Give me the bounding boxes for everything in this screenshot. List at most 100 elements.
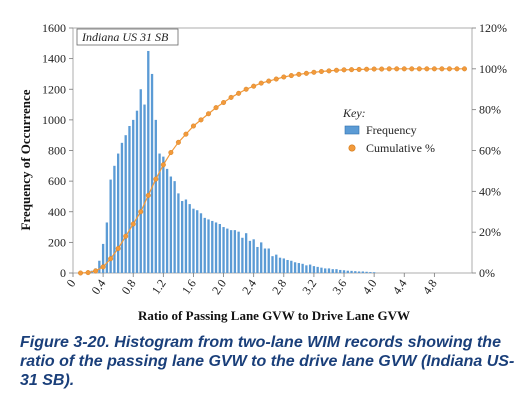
cumulative-point xyxy=(93,268,99,274)
y-tick-label: 800 xyxy=(48,144,66,158)
frequency-bar xyxy=(139,89,142,273)
figure-caption: Figure 3-20. Histogram from two-lane WIM… xyxy=(20,333,515,390)
cumulative-point xyxy=(108,256,114,262)
cumulative-point xyxy=(78,270,84,276)
frequency-bar xyxy=(196,210,199,273)
cumulative-point xyxy=(349,67,355,73)
cumulative-polyline xyxy=(80,68,465,274)
frequency-bar xyxy=(282,258,285,273)
cumulative-point xyxy=(341,67,347,73)
frequency-bar xyxy=(188,204,191,273)
legend-swatch-frequency xyxy=(344,125,360,135)
x-tick-label: 2.8 xyxy=(269,277,289,297)
legend-label-cumulative: Cumulative % xyxy=(366,141,435,155)
y-tick-label: 1600 xyxy=(42,21,66,35)
cumulative-point xyxy=(168,150,174,156)
frequency-bar xyxy=(275,254,278,274)
cumulative-point xyxy=(85,270,91,276)
cumulative-point xyxy=(424,66,430,72)
frequency-bar xyxy=(226,228,229,273)
y2-tick-label: 40% xyxy=(479,184,501,198)
frequency-bar xyxy=(241,237,244,273)
frequency-bar xyxy=(286,259,289,273)
frequency-bar xyxy=(143,104,146,273)
frequency-bar xyxy=(158,153,161,273)
frequency-bar xyxy=(101,243,105,273)
cumulative-point xyxy=(394,66,400,72)
frequency-bar xyxy=(180,201,184,273)
cumulative-point xyxy=(273,76,279,82)
frequency-bar xyxy=(305,265,308,273)
x-tick-label: 4.0 xyxy=(360,277,380,297)
frequency-bar xyxy=(147,50,150,273)
frequency-bar xyxy=(162,156,165,274)
cumulative-point xyxy=(258,80,264,86)
frequency-bar xyxy=(199,213,203,273)
cumulative-point xyxy=(145,192,151,198)
frequency-bar xyxy=(128,126,131,273)
frequency-bar xyxy=(150,73,154,273)
cumulative-point xyxy=(311,69,317,75)
frequency-bar xyxy=(369,272,372,273)
cumulative-point xyxy=(409,66,415,72)
y-tick-label: 200 xyxy=(48,235,66,249)
frequency-bar xyxy=(267,248,270,273)
cumulative-point xyxy=(454,66,460,72)
frequency-bar xyxy=(120,142,124,273)
histogram-chart: 0 200 400 600 800 1000 1200 1400 1600 0% 20% 40% 60%… xyxy=(18,21,507,323)
frequency-bar xyxy=(308,264,312,273)
frequency-bars xyxy=(86,50,376,274)
y2-tick-label: 80% xyxy=(479,103,501,117)
frequency-bar xyxy=(203,217,206,274)
cumulative-point xyxy=(123,233,129,239)
frequency-bar xyxy=(211,220,214,273)
x-tick-label: 1.6 xyxy=(179,277,199,297)
x-tick-label: 4.8 xyxy=(420,277,440,297)
cumulative-point xyxy=(303,70,309,76)
y-tick-label: 0 xyxy=(60,266,66,280)
y2-tick-label: 120% xyxy=(479,21,507,35)
legend-marker-cumulative xyxy=(348,144,356,152)
cumulative-point xyxy=(266,78,272,84)
cumulative-point xyxy=(251,83,257,89)
frequency-bar xyxy=(357,271,361,273)
cumulative-point xyxy=(431,66,437,72)
x-tick-label: 0.4 xyxy=(88,277,108,297)
frequency-bar xyxy=(177,193,180,274)
frequency-bar xyxy=(207,219,210,273)
cumulative-point xyxy=(379,66,385,72)
frequency-bar xyxy=(117,153,120,273)
frequency-bar xyxy=(214,222,218,273)
cumulative-point xyxy=(138,209,144,215)
frequency-bar xyxy=(113,165,116,273)
cumulative-point xyxy=(100,264,106,270)
frequency-bar xyxy=(154,119,157,274)
frequency-bar xyxy=(237,231,240,273)
frequency-bar xyxy=(312,266,316,273)
cumulative-point xyxy=(461,66,467,72)
y-tick-label: 400 xyxy=(48,205,66,219)
frequency-bar xyxy=(301,263,304,273)
x-tick-label: 4.4 xyxy=(390,277,410,297)
cumulative-point xyxy=(333,67,339,73)
cumulative-point xyxy=(371,66,377,72)
inset-label: Indiana US 31 SB xyxy=(81,30,169,44)
cumulative-point xyxy=(318,68,324,74)
cumulative-point xyxy=(228,94,234,100)
cumulative-point xyxy=(236,90,242,96)
legend: Key: Frequency Cumulative % xyxy=(342,106,435,155)
frequency-bar xyxy=(290,260,293,273)
cumulative-point xyxy=(160,162,166,168)
frequency-bar xyxy=(218,224,221,273)
y2-tick-label: 60% xyxy=(479,144,501,158)
caption-text: Histogram from two-lane WIM records show… xyxy=(20,334,515,389)
frequency-bar xyxy=(132,119,135,274)
frequency-bar xyxy=(260,242,263,274)
frequency-bar xyxy=(105,222,109,273)
x-tick-label: 2.0 xyxy=(209,277,229,297)
frequency-bar xyxy=(342,270,346,273)
cumulative-point xyxy=(206,111,212,117)
x-tick-label: 3.2 xyxy=(299,277,319,297)
frequency-bar xyxy=(256,246,259,273)
frequency-bar xyxy=(278,257,282,273)
